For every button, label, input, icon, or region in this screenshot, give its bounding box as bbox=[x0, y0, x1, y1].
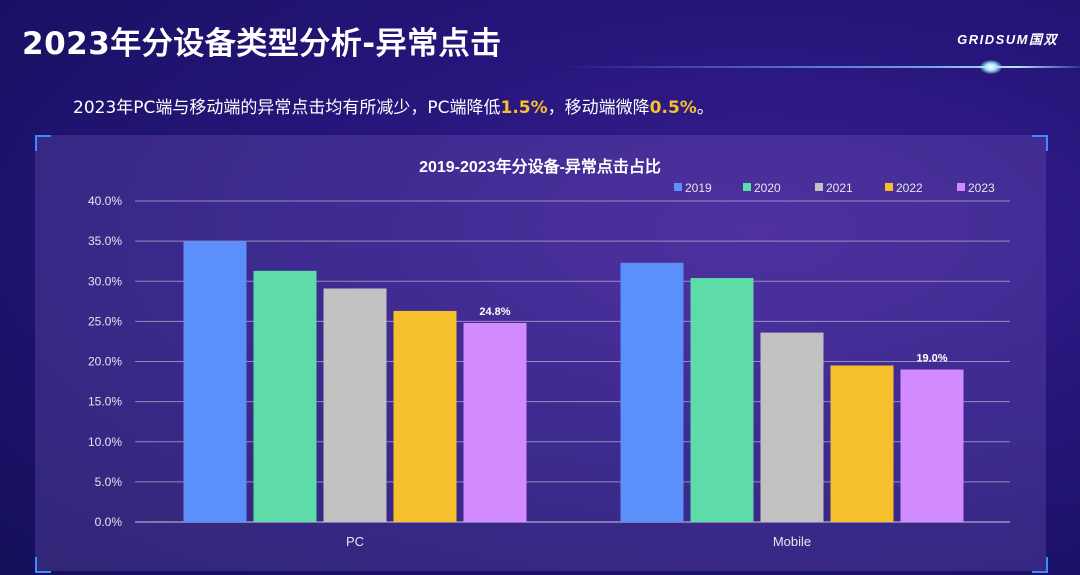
chart-title: 2019-2023年分设备-异常点击占比 bbox=[419, 157, 661, 176]
legend-label: 2019 bbox=[685, 181, 712, 195]
legend-label: 2020 bbox=[754, 181, 781, 195]
bar-pc-2023 bbox=[463, 322, 527, 522]
y-tick-label: 10.0% bbox=[88, 435, 122, 449]
x-tick-label: PC bbox=[346, 534, 364, 549]
panel-corner-top-right bbox=[1032, 135, 1048, 151]
legend-swatch-2021 bbox=[815, 183, 823, 191]
y-tick-label: 25.0% bbox=[88, 314, 122, 328]
summary-part-2: ，移动端微降 bbox=[547, 98, 650, 118]
legend-swatch-2019 bbox=[674, 183, 682, 191]
legend-swatch-2023 bbox=[957, 183, 965, 191]
panel-corner-bottom-left bbox=[35, 557, 51, 573]
summary-text: 2023年PC端与移动端的异常点击均有所减少，PC端降低1.5%，移动端微降0.… bbox=[73, 93, 714, 118]
bar-mobile-2022 bbox=[830, 365, 894, 522]
summary-part-3: 。 bbox=[696, 98, 714, 118]
bar-mobile-2023 bbox=[900, 369, 964, 522]
legend-label: 2021 bbox=[826, 181, 853, 195]
legend-label: 2022 bbox=[896, 181, 923, 195]
page-title: 2023年分设备类型分析-异常点击 bbox=[22, 26, 502, 62]
y-tick-label: 20.0% bbox=[88, 355, 122, 369]
legend-swatch-2022 bbox=[885, 183, 893, 191]
y-tick-label: 5.0% bbox=[95, 475, 123, 489]
y-tick-label: 15.0% bbox=[88, 395, 122, 409]
panel-corner-top-left bbox=[35, 135, 51, 151]
legend-label: 2023 bbox=[968, 181, 995, 195]
y-tick-label: 30.0% bbox=[88, 274, 122, 288]
header-divider bbox=[560, 66, 1080, 68]
x-tick-label: Mobile bbox=[773, 534, 811, 549]
y-tick-label: 40.0% bbox=[88, 194, 122, 208]
bar-mobile-2019 bbox=[620, 262, 684, 522]
data-label: 24.8% bbox=[479, 306, 510, 318]
bar-mobile-2020 bbox=[690, 278, 754, 522]
summary-part-1: 2023年PC端与移动端的异常点击均有所减少，PC端降低 bbox=[73, 98, 501, 118]
bar-pc-2021 bbox=[323, 288, 387, 522]
bar-pc-2019 bbox=[183, 241, 247, 522]
gridsum-logo: GRIDSUM国双 bbox=[957, 32, 1058, 47]
panel-corner-bottom-right bbox=[1032, 557, 1048, 573]
y-tick-label: 35.0% bbox=[88, 234, 122, 248]
bar-pc-2020 bbox=[253, 270, 317, 522]
legend-swatch-2020 bbox=[743, 183, 751, 191]
y-tick-label: 0.0% bbox=[95, 515, 123, 529]
light-glow-decoration bbox=[980, 60, 1002, 74]
bar-mobile-2021 bbox=[760, 332, 824, 522]
data-label: 19.0% bbox=[916, 353, 947, 365]
bar-pc-2022 bbox=[393, 310, 457, 522]
pc-drop-value: 1.5% bbox=[500, 98, 548, 118]
mobile-drop-value: 0.5% bbox=[649, 98, 697, 118]
